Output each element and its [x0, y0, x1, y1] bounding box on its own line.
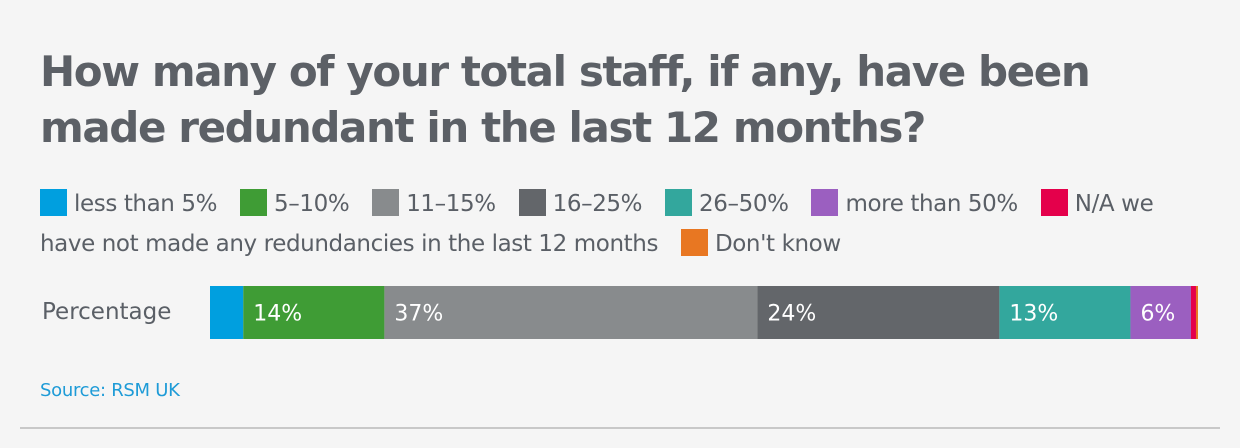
bar-segments: 14% 37% 24% 13% 6% [210, 286, 1198, 339]
chart-title: How many of your total staff, if any, ha… [40, 47, 1091, 152]
stacked-bar-chart: Percentage 14% 37% 24% 13% 6% [42, 286, 1198, 339]
legend-swatch [811, 189, 839, 216]
legend: less than 5% 5–10% 11–15% 16–25% 26–50% … [40, 184, 1190, 264]
legend-swatch [40, 189, 67, 216]
legend-item-na: N/A we have not made any redundancies in… [40, 189, 1154, 257]
bar-segment-0 [210, 286, 244, 339]
bar-segment-2 [384, 286, 758, 339]
legend-item-26-50: 26–50% [665, 189, 789, 217]
legend-item-less-than-5: less than 5% [40, 189, 218, 217]
bar-segment-3 [757, 286, 1000, 339]
bar-segment-4 [999, 286, 1131, 339]
legend-item-dont-know: Don't know [680, 229, 841, 257]
legend-label: more than 50% [845, 191, 1018, 217]
bar-segment-6 [1190, 286, 1196, 339]
legend-swatch [680, 229, 708, 256]
source-note: Source: RSM UK [40, 380, 180, 401]
data-label-2: 37% [394, 302, 443, 327]
data-label-5: 6% [1140, 302, 1175, 327]
legend-label: 26–50% [699, 191, 789, 217]
legend-swatch [240, 189, 268, 216]
category-label: Percentage [42, 299, 171, 325]
data-label-4: 13% [1009, 302, 1058, 327]
bar-segment-1 [243, 286, 385, 339]
bar-segment-5 [1130, 286, 1191, 339]
legend-swatch [665, 189, 693, 216]
data-label-1: 14% [253, 302, 302, 327]
bar-segment-7 [1195, 286, 1198, 339]
legend-swatch [372, 189, 400, 216]
legend-label: N/A we have not made any redundancies in… [40, 191, 1154, 257]
legend-label: 5–10% [274, 191, 350, 217]
legend-swatch [518, 189, 546, 216]
legend-item-11-15: 11–15% [372, 189, 496, 217]
legend-label: 11–15% [406, 191, 496, 217]
legend-item-16-25: 16–25% [518, 189, 643, 217]
legend-label: 16–25% [552, 191, 643, 217]
legend-swatch [1040, 189, 1068, 216]
legend-label: less than 5% [74, 191, 218, 217]
data-label-3: 24% [767, 302, 816, 327]
divider [20, 427, 1220, 429]
legend-item-more-than-50: more than 50% [811, 189, 1018, 217]
legend-label: Don't know [714, 231, 841, 257]
legend-item-5-10: 5–10% [240, 189, 350, 217]
